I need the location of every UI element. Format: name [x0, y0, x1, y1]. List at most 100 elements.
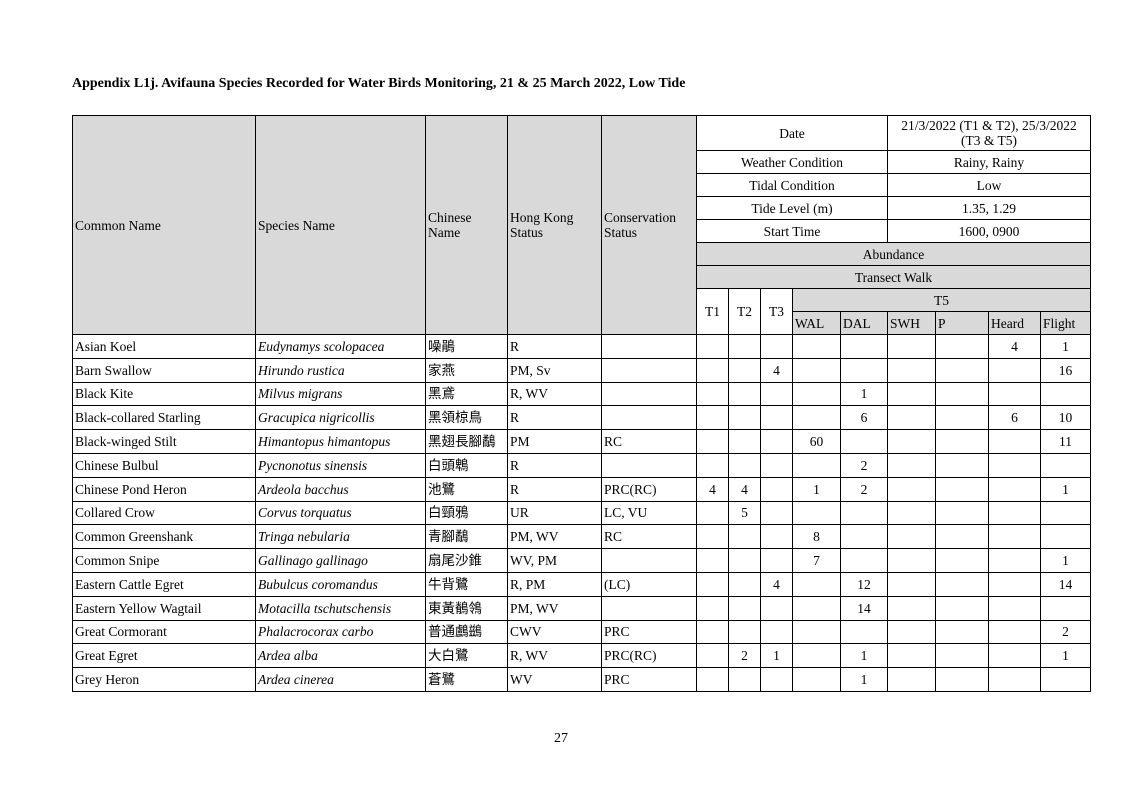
count-p-cell: [935, 548, 989, 573]
date-value: 21/3/2022 (T1 & T2), 25/3/2022 (T3 & T5): [887, 115, 1091, 151]
chinese-name-cell: 大白鷺: [425, 643, 508, 669]
count-wal-cell: [792, 405, 841, 431]
count-swh-cell: [887, 381, 936, 407]
count-swh-cell: [887, 595, 936, 621]
table-row: Chinese Bulbul Pycnonotus sinensis 白頭鵯 R 2: [72, 452, 1091, 478]
count-wal-cell: [792, 500, 841, 526]
count-t3-cell: [760, 500, 793, 526]
conservation-status-cell: [601, 381, 697, 407]
header-t1: T1: [696, 288, 729, 335]
count-p-cell: [935, 643, 989, 669]
count-heard-cell: [988, 429, 1041, 454]
count-heard-cell: [988, 619, 1041, 645]
count-t1-cell: [696, 548, 729, 573]
count-p-cell: [935, 500, 989, 526]
count-heard-cell: [988, 452, 1041, 478]
count-flight-cell: [1040, 524, 1091, 550]
count-t3-cell: 4: [760, 571, 793, 597]
table-row: Black Kite Milvus migrans 黑鳶 R, WV 1: [72, 381, 1091, 407]
count-flight-cell: [1040, 381, 1091, 407]
count-t1-cell: [696, 667, 729, 692]
hk-status-cell: PM, WV: [507, 595, 602, 621]
count-t3-cell: [760, 595, 793, 621]
species-name-cell: Tringa nebularia: [255, 524, 426, 550]
count-t2-cell: [728, 334, 761, 359]
count-t2-cell: [728, 357, 761, 383]
species-name-cell: Gallinago gallinago: [255, 548, 426, 573]
tidal-label: Tidal Condition: [696, 173, 888, 197]
count-t1-cell: [696, 405, 729, 431]
conservation-status-cell: RC: [601, 429, 697, 454]
chinese-name-cell: 家燕: [425, 357, 508, 383]
count-t2-cell: [728, 381, 761, 407]
chinese-name-cell: 扇尾沙錐: [425, 548, 508, 573]
header-hk-status: Hong Kong Status: [507, 115, 602, 335]
count-dal-cell: 14: [840, 595, 888, 621]
species-name-cell: Ardea alba: [255, 643, 426, 669]
count-dal-cell: [840, 357, 888, 383]
conservation-status-cell: [601, 452, 697, 478]
count-flight-cell: [1040, 452, 1091, 478]
conservation-status-cell: PRC(RC): [601, 643, 697, 669]
count-wal-cell: [792, 643, 841, 669]
count-t2-cell: [728, 667, 761, 692]
count-swh-cell: [887, 667, 936, 692]
hk-status-cell: UR: [507, 500, 602, 526]
common-name-cell: Great Cormorant: [72, 619, 256, 645]
count-wal-cell: 8: [792, 524, 841, 550]
count-p-cell: [935, 524, 989, 550]
chinese-name-cell: 噪鵑: [425, 334, 508, 359]
count-p-cell: [935, 452, 989, 478]
conservation-status-cell: [601, 334, 697, 359]
count-flight-cell: 14: [1040, 571, 1091, 597]
count-t3-cell: [760, 381, 793, 407]
common-name-cell: Asian Koel: [72, 334, 256, 359]
chinese-name-cell: 白頸鴉: [425, 500, 508, 526]
hk-status-cell: CWV: [507, 619, 602, 645]
count-heard-cell: [988, 595, 1041, 621]
table-row: Great Egret Ardea alba 大白鷺 R, WV PRC(RC) 2 1 1 1: [72, 643, 1091, 669]
count-wal-cell: 7: [792, 548, 841, 573]
count-t2-cell: [728, 619, 761, 645]
count-t3-cell: [760, 334, 793, 359]
count-t3-cell: [760, 667, 793, 692]
chinese-name-cell: 牛背鷺: [425, 571, 508, 597]
count-dal-cell: [840, 619, 888, 645]
count-heard-cell: [988, 476, 1041, 502]
count-wal-cell: [792, 381, 841, 407]
chinese-name-cell: 普通鸕鷀: [425, 619, 508, 645]
hk-status-cell: WV: [507, 667, 602, 692]
appendix-title: Appendix L1j. Avifauna Species Recorded …: [72, 76, 686, 91]
count-swh-cell: [887, 571, 936, 597]
count-t1-cell: [696, 429, 729, 454]
count-p-cell: [935, 405, 989, 431]
hk-status-cell: R: [507, 334, 602, 359]
chinese-name-cell: 東黃鶺鴒: [425, 595, 508, 621]
count-t2-cell: 2: [728, 643, 761, 669]
count-wal-cell: [792, 334, 841, 359]
count-t2-cell: 5: [728, 500, 761, 526]
header-swh: SWH: [887, 311, 936, 335]
count-t3-cell: [760, 452, 793, 478]
count-heard-cell: [988, 524, 1041, 550]
chinese-name-cell: 白頭鵯: [425, 452, 508, 478]
count-t3-cell: 1: [760, 643, 793, 669]
count-t3-cell: [760, 429, 793, 454]
start-time-value: 1600, 0900: [887, 219, 1091, 243]
table-row: Collared Crow Corvus torquatus 白頸鴉 UR LC, VU…: [72, 500, 1091, 526]
conservation-status-cell: (LC): [601, 571, 697, 597]
count-p-cell: [935, 619, 989, 645]
count-t2-cell: [728, 524, 761, 550]
table-row: Grey Heron Ardea cinerea 蒼鷺 WV PRC 1: [72, 667, 1091, 692]
count-heard-cell: [988, 381, 1041, 407]
chinese-name-cell: 黑領椋鳥: [425, 405, 508, 431]
conservation-status-cell: PRC: [601, 667, 697, 692]
conservation-status-cell: LC, VU: [601, 500, 697, 526]
count-flight-cell: [1040, 667, 1091, 692]
hk-status-cell: R: [507, 452, 602, 478]
count-wal-cell: 1: [792, 476, 841, 502]
species-name-cell: Gracupica nigricollis: [255, 405, 426, 431]
count-swh-cell: [887, 619, 936, 645]
count-t1-cell: [696, 452, 729, 478]
header-t3: T3: [760, 288, 793, 335]
